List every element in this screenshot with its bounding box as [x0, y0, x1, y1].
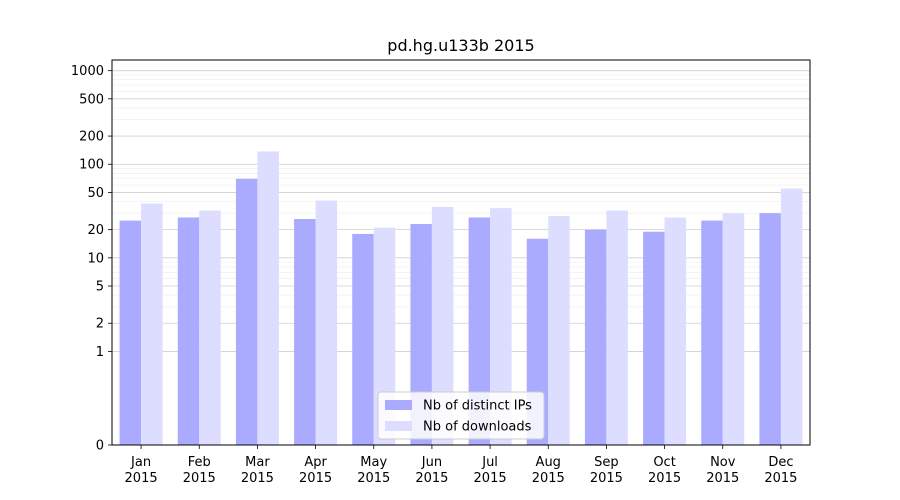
grid-layer — [112, 70, 810, 352]
x-tick-label-year: 2015 — [474, 471, 507, 486]
x-tick-label-year: 2015 — [706, 471, 739, 486]
bar-downloads — [257, 151, 279, 446]
legend-label: Nb of downloads — [423, 420, 532, 435]
x-tick-label-month: Nov — [710, 455, 736, 470]
bar-distinct-ips — [468, 217, 491, 445]
bar-distinct-ips — [643, 231, 665, 445]
bars-layer — [119, 151, 803, 446]
x-tick-label-year: 2015 — [299, 471, 332, 486]
bar-distinct-ips — [759, 213, 781, 445]
bar-downloads — [548, 215, 570, 445]
bar-distinct-ips — [235, 178, 258, 446]
bar-distinct-ips — [584, 229, 607, 445]
x-tick-label-month: Dec — [768, 455, 793, 470]
bar-downloads — [780, 188, 803, 445]
chart-title: pd.hg.u133b 2015 — [387, 36, 534, 55]
x-tick-label-month: Aug — [536, 455, 561, 470]
x-tick-label-month: Jan — [130, 455, 151, 470]
x-tick-label-month: May — [360, 455, 387, 470]
x-tick-label-year: 2015 — [357, 471, 390, 486]
x-tick-label-year: 2015 — [532, 471, 565, 486]
legend-swatch — [385, 421, 412, 431]
bar-downloads — [431, 206, 454, 445]
y-tick-label: 50 — [87, 186, 104, 201]
x-tick-label-year: 2015 — [764, 471, 797, 486]
legend-label: Nb of distinct IPs — [423, 399, 532, 414]
plot-frame — [111, 59, 811, 446]
bar-distinct-ips — [294, 218, 316, 445]
y-tick-label: 100 — [79, 158, 104, 173]
x-tick-label-month: Mar — [245, 455, 270, 470]
x-tick-label-month: Jul — [481, 455, 498, 470]
y-axis: 0 1 2 5 10 20 50 100 200 500 1000 — [71, 64, 112, 454]
bar-downloads — [722, 213, 745, 445]
bar-downloads — [606, 210, 628, 445]
bar-downloads — [373, 227, 396, 445]
x-tick-label-year: 2015 — [183, 471, 216, 486]
x-tick-label-year: 2015 — [241, 471, 274, 486]
legend-box — [377, 391, 545, 440]
bar-downloads — [664, 217, 687, 445]
y-tick-label: 20 — [87, 223, 104, 238]
y-tick-label: 0 — [96, 439, 104, 454]
legend: Nb of distinct IPs Nb of downloads — [377, 391, 545, 440]
bar-downloads — [315, 200, 338, 445]
x-tick-label-month: Feb — [188, 455, 211, 470]
y-tick-label: 500 — [79, 92, 104, 107]
bar-distinct-ips — [410, 223, 432, 445]
bar-distinct-ips — [352, 233, 374, 445]
x-tick-label-month: Jun — [421, 455, 442, 470]
x-tick-label-month: Apr — [304, 455, 327, 470]
x-tick-label-year: 2015 — [648, 471, 681, 486]
y-tick-label: 200 — [79, 130, 104, 145]
y-tick-label: 2 — [96, 317, 104, 332]
bar-distinct-ips — [701, 220, 723, 445]
legend-swatch — [385, 400, 412, 410]
x-tick-label-year: 2015 — [415, 471, 448, 486]
bar-downloads — [490, 208, 512, 445]
bar-distinct-ips — [119, 220, 142, 445]
bar-downloads — [199, 210, 221, 445]
x-tick-label-year: 2015 — [590, 471, 623, 486]
x-axis: Jan2015Feb2015Mar2015Apr2015May2015Jun20… — [125, 445, 797, 486]
y-tick-label: 1 — [96, 345, 104, 360]
bar-downloads — [141, 203, 163, 445]
y-tick-label: 5 — [96, 280, 104, 295]
y-tick-label: 1000 — [71, 64, 104, 79]
x-tick-label-month: Oct — [653, 455, 675, 470]
x-tick-label-year: 2015 — [125, 471, 158, 486]
x-tick-label-month: Sep — [594, 455, 619, 470]
y-tick-label: 10 — [87, 251, 104, 266]
bar-distinct-ips — [177, 217, 200, 445]
